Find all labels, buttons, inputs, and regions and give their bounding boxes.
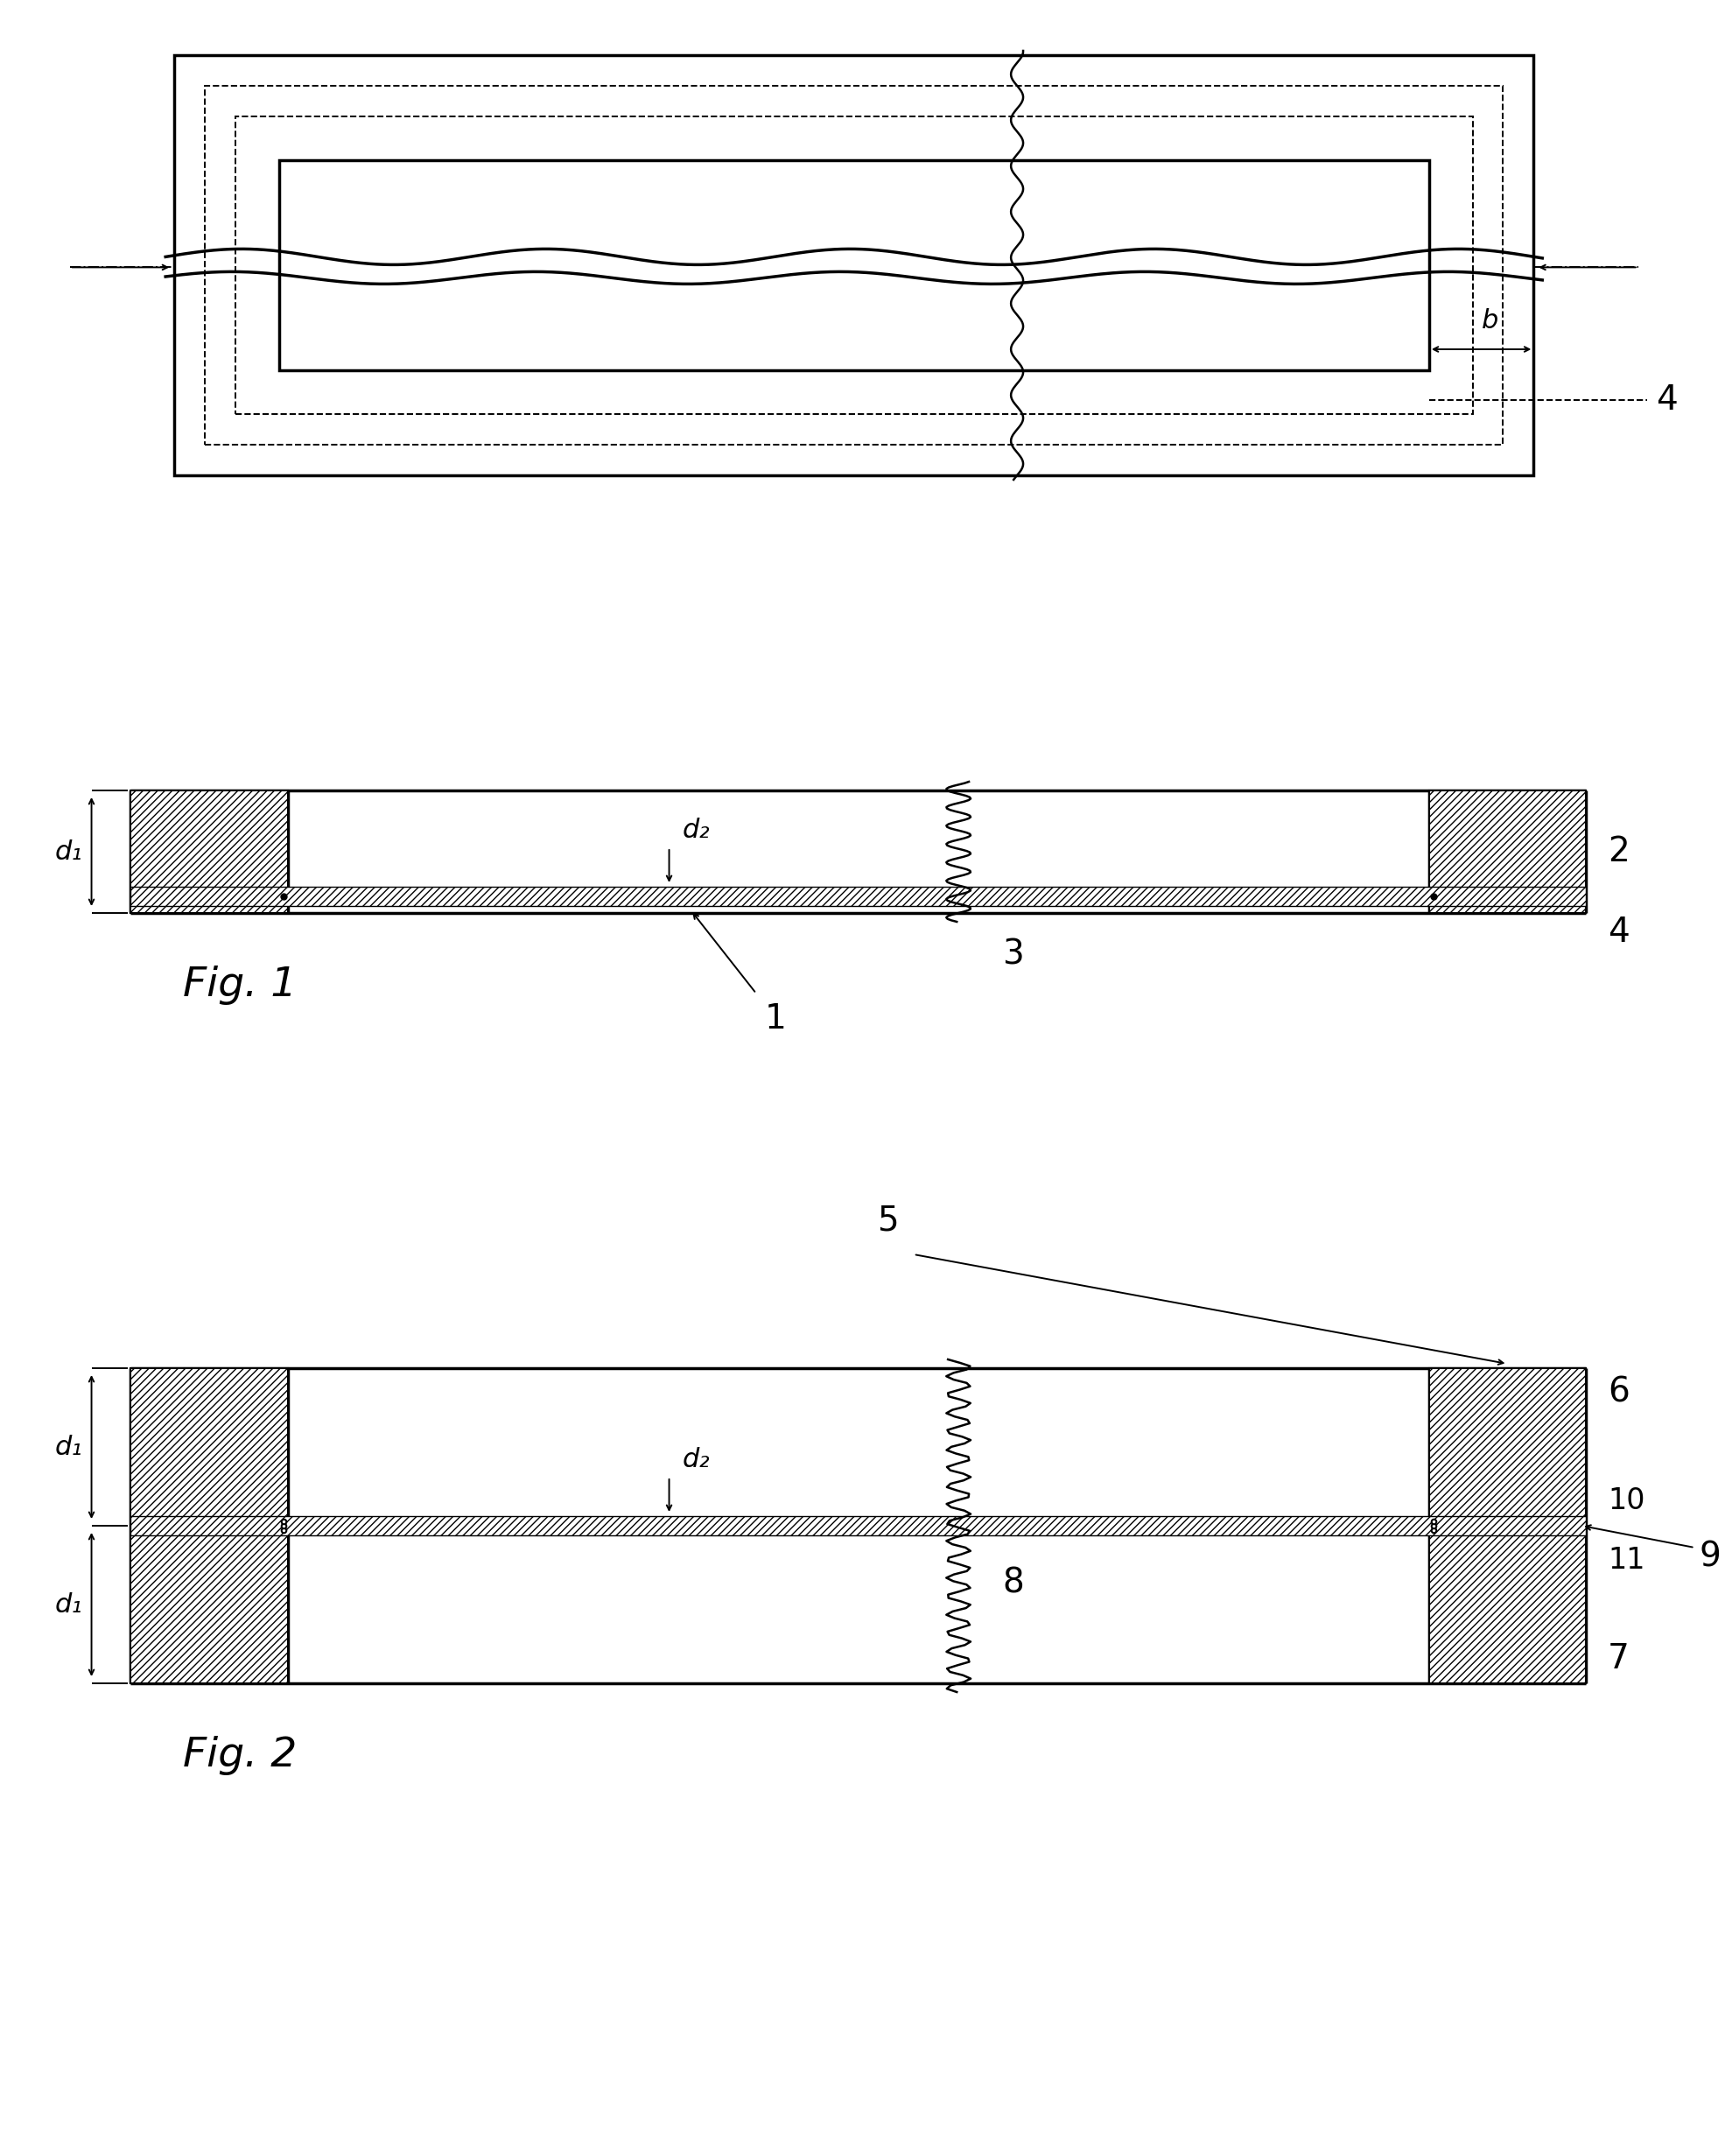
Bar [131,1526,288,1684]
Text: 6: 6 [1608,1376,1630,1410]
Text: d₁: d₁ [55,1434,83,1460]
Text: d₁: d₁ [55,839,83,865]
Text: 5: 5 [876,1203,899,1238]
Text: Fig. 1: Fig. 1 [183,966,297,1005]
Text: 3: 3 [1002,938,1023,970]
Text: 4: 4 [1608,916,1630,949]
Text: d₂: d₂ [681,1447,711,1473]
Bar [131,1516,1585,1535]
Text: 11: 11 [1608,1546,1646,1576]
Bar [174,56,1534,474]
Text: d₁: d₁ [55,1591,83,1617]
Text: d₂: d₂ [681,817,711,843]
Text: b: b [1482,308,1499,334]
Bar [1428,1526,1585,1684]
Text: 7: 7 [1608,1643,1630,1675]
Text: Fig. 2: Fig. 2 [183,1736,297,1774]
Bar [131,791,288,912]
Bar [205,86,1502,444]
Text: 2: 2 [1608,834,1630,869]
Text: 8: 8 [1002,1567,1023,1600]
Bar [131,1369,288,1526]
Bar [1428,791,1585,912]
Text: 9: 9 [1699,1539,1722,1574]
Text: 1: 1 [764,1003,787,1035]
Bar [235,116,1473,414]
Text: 4: 4 [1656,384,1677,416]
Bar [1428,1369,1585,1526]
Bar [279,160,1428,371]
Bar [131,886,1585,906]
Text: 10: 10 [1608,1488,1646,1516]
